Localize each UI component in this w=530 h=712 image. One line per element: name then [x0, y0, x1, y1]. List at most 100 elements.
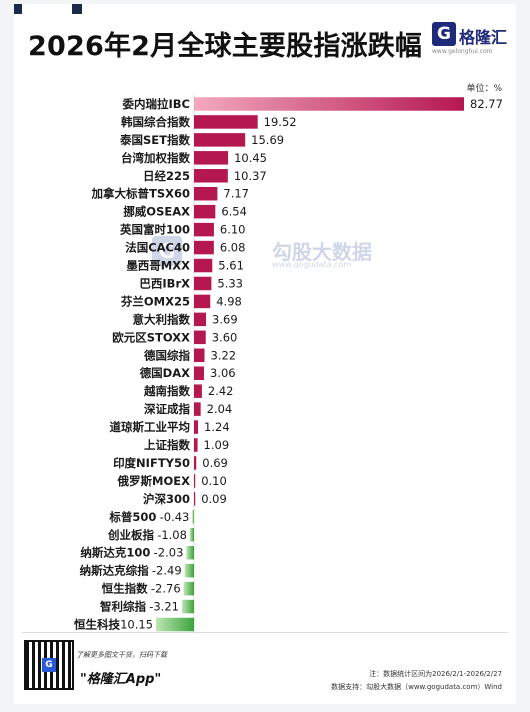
bar [194, 276, 212, 291]
category-label: 纳斯达克100 [80, 546, 150, 560]
category-label: 深证成指 [144, 402, 190, 416]
value-label: 2.04 [207, 402, 233, 416]
value-label: 1.24 [204, 420, 230, 434]
category-label: 智利综指 [100, 600, 146, 614]
value-label: 1.09 [204, 438, 230, 452]
bar [194, 330, 206, 345]
value-label: 10.45 [234, 151, 267, 165]
category-label: 意大利指数 [133, 312, 191, 326]
value-label: 10.37 [234, 169, 267, 183]
category-label: 芬兰OMX25 [120, 294, 190, 308]
bar [194, 169, 228, 183]
category-label: 创业板指 [107, 528, 154, 542]
category-label: 印度NIFTY50 [113, 456, 190, 470]
bar [194, 384, 202, 398]
category-label: 沪深300 [143, 492, 190, 506]
bar [194, 115, 258, 129]
category-label: 越南指数 [143, 384, 190, 398]
footer-note: 注：数据统计区间为2026/2/1-2026/2/27 [369, 670, 502, 678]
value-label: 3.06 [210, 366, 236, 380]
bar [194, 474, 196, 488]
category-label: 恒生指数 [102, 582, 148, 596]
value-label: 82.77 [470, 97, 503, 111]
value-label: 5.61 [218, 259, 244, 273]
category-label: 标普500 [108, 510, 156, 524]
value-label: 6.54 [221, 205, 247, 219]
bar [194, 402, 201, 416]
category-label: 加拿大标普TSX60 [91, 187, 191, 201]
bar [194, 151, 229, 165]
category-label: 恒生科技 [74, 618, 120, 632]
footer-divider [22, 632, 508, 633]
value-label: 7.17 [223, 187, 249, 201]
bar [194, 97, 464, 111]
bar [194, 348, 205, 363]
category-label: 道琼斯工业平均 [110, 420, 191, 434]
bar [186, 545, 194, 560]
value-label: -2.49 [152, 564, 182, 578]
bar [194, 240, 214, 255]
category-label: 俄罗斯MOEX [117, 474, 191, 488]
category-label: 欧元区STOXX [112, 330, 190, 344]
category-label: 德国DAX [139, 366, 190, 380]
bar [183, 581, 194, 596]
unit-label: 单位：% [466, 84, 502, 94]
value-label: -2.76 [151, 582, 181, 596]
value-label: -3.21 [149, 600, 179, 614]
category-label: 巴西IBrX [139, 276, 190, 290]
value-label: 3.69 [212, 312, 238, 326]
value-label: 0.69 [202, 456, 228, 470]
qr-code[interactable]: G [24, 640, 74, 690]
category-label: 德国综指 [143, 348, 190, 362]
logo-url: www.gelonghui.com [432, 48, 493, 55]
category-label: 泰国SET指数 [119, 133, 190, 147]
chart-card: 2026年2月全球主要股指涨跌幅 G 格隆汇 www.gelonghui.com… [14, 4, 516, 704]
category-label: 英国富时100 [119, 223, 190, 237]
bar [156, 617, 194, 632]
value-label: -1.08 [157, 528, 187, 542]
value-label: -10.15 [116, 618, 153, 632]
bar [194, 456, 197, 470]
category-label: 韩国综合指数 [121, 115, 190, 129]
bar [194, 312, 207, 327]
category-label: 法国CAC40 [125, 241, 190, 255]
value-label: 2.42 [208, 384, 234, 398]
value-label: 6.08 [220, 241, 246, 255]
category-label: 台湾加权指数 [121, 151, 190, 165]
footer-promo: 了解更多图文干货，扫码下载 [76, 651, 167, 659]
bar-chart: 委内瑞拉IBC 82.77 韩国综合指数 19.52 泰国SET指数 15.69 台湾加权指… [74, 93, 503, 634]
value-label: 15.69 [251, 133, 284, 147]
bar [194, 204, 216, 219]
logo-icon: G [432, 22, 456, 46]
bar [194, 366, 204, 380]
value-label: 4.98 [216, 294, 242, 308]
value-label: 3.60 [212, 330, 238, 344]
value-label: 0.09 [201, 492, 227, 506]
brand-logo: G 格隆汇 www.gelonghui.com [432, 22, 508, 56]
footer-source: 数据支持：勾股大数据（www.gogudata.com）Wind [331, 683, 502, 691]
logo-name: 格隆汇 [459, 28, 508, 47]
bar [192, 510, 194, 524]
category-label: 委内瑞拉IBC [122, 97, 190, 111]
bar [194, 294, 211, 309]
value-label: 0.10 [201, 474, 227, 488]
category-label: 墨西哥MXX [126, 259, 190, 273]
bar [184, 563, 194, 578]
value-label: -0.43 [160, 510, 190, 524]
footer-app-name: "格隆汇App" [80, 672, 162, 687]
value-label: 19.52 [264, 115, 297, 129]
bar [194, 222, 214, 237]
bar [181, 599, 194, 614]
value-label: 5.33 [217, 276, 243, 290]
value-label: 6.10 [220, 223, 246, 237]
value-label: 3.22 [211, 348, 237, 362]
bar [194, 258, 213, 273]
category-label: 纳斯达克综指 [80, 564, 149, 578]
category-label: 上证指数 [144, 438, 190, 452]
bar [194, 420, 199, 434]
qr-logo-icon: G [42, 658, 56, 672]
bar [189, 528, 194, 542]
top-accent [14, 4, 22, 14]
bar [194, 492, 196, 506]
bar [194, 438, 198, 452]
